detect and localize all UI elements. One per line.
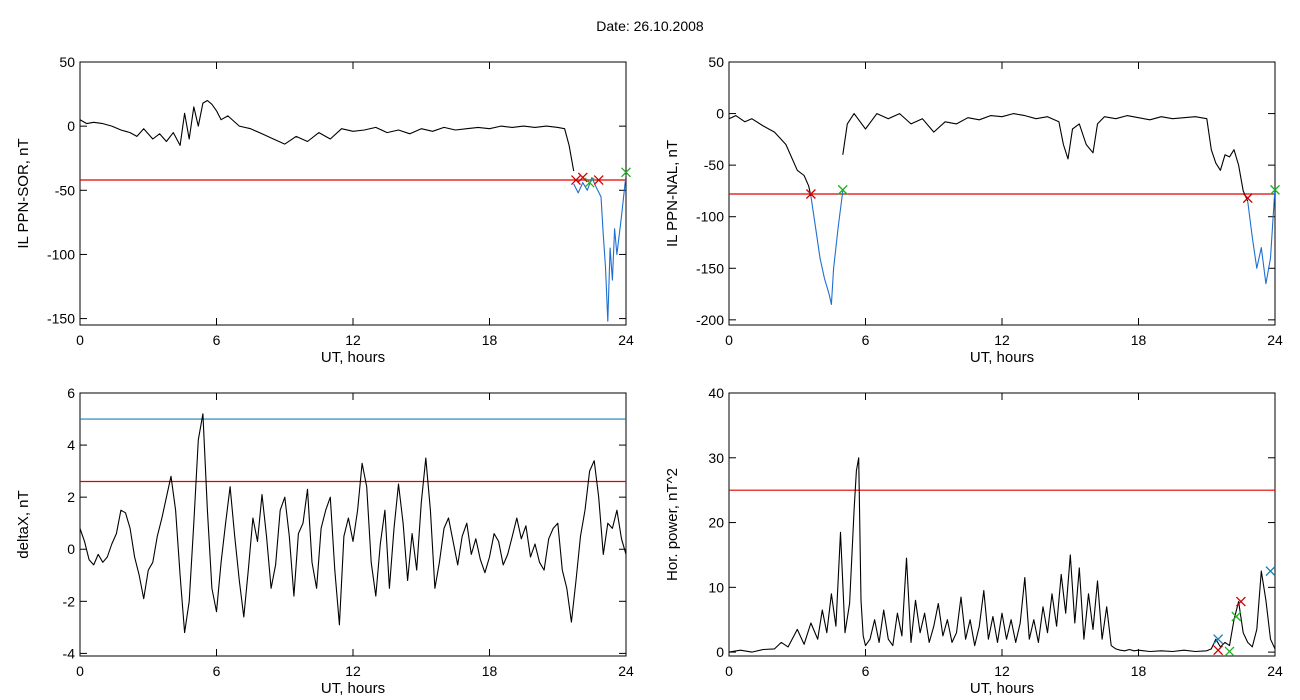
event-marker (837, 184, 848, 195)
x-axis-label: UT, hours (970, 349, 1034, 366)
event-marker (1265, 566, 1276, 577)
x-tick-label: 0 (76, 332, 84, 348)
x-tick-label: 18 (482, 663, 498, 679)
x-tick-label: 18 (1131, 332, 1147, 348)
event-marker (1235, 596, 1246, 607)
x-tick-label: 0 (76, 663, 84, 679)
event-marker (593, 175, 604, 185)
y-tick-label: -100 (696, 209, 724, 225)
event-marker (1270, 184, 1280, 195)
chart-nal: 0 6 12 18 24 -200 -150 -100 -50 0 50 UT, hours IL PP… (664, 54, 1283, 366)
y-tick-label: -150 (47, 311, 75, 327)
series-line (810, 190, 844, 305)
y-tick-label: 20 (708, 515, 724, 531)
y-tick-label: -4 (63, 645, 76, 661)
event-marker (1213, 634, 1224, 645)
x-tick-label: 0 (725, 332, 733, 348)
x-tick-label: 18 (1131, 663, 1147, 679)
x-axis-label: UT, hours (321, 680, 385, 697)
y-tick-label: 10 (708, 579, 724, 595)
plot-area (729, 113, 1275, 305)
x-tick-label: 6 (213, 332, 221, 348)
chart-sor: 0 6 12 18 24 -150 -100 -50 0 50 UT, hours IL PPN-SO… (15, 54, 634, 366)
x-tick-label: 6 (862, 663, 870, 679)
chart-hpower: 0 6 12 18 24 0 10 20 30 40 UT, hours Hor. power, nT… (664, 385, 1283, 697)
x-tick-label: 18 (482, 332, 498, 348)
series-line (80, 99, 575, 172)
x-tick-label: 12 (345, 332, 361, 348)
series-line (1247, 187, 1275, 285)
y-axis-label: deltaX, nT (15, 490, 32, 558)
plot-frame (79, 61, 627, 326)
y-tick-label: 6 (67, 385, 75, 401)
event-marker (1213, 645, 1224, 656)
page-title: Date: 26.10.2008 (596, 18, 704, 34)
y-tick-label: 50 (59, 54, 75, 70)
event-marker (1231, 611, 1242, 622)
x-tick-label: 12 (994, 663, 1010, 679)
series-line (842, 113, 1249, 202)
series-line (729, 457, 1275, 653)
y-tick-label: 40 (708, 385, 724, 401)
y-tick-label: 0 (67, 541, 75, 557)
y-tick-label: -50 (55, 182, 75, 198)
y-tick-label: -200 (696, 312, 724, 328)
y-axis-label: IL PPN-NAL, nT (664, 140, 681, 247)
y-tick-label: 2 (67, 489, 75, 505)
y-tick-label: 4 (67, 437, 75, 453)
x-tick-label: 24 (618, 332, 634, 348)
plot-frame (79, 392, 627, 657)
series-line (80, 413, 626, 634)
y-tick-label: 0 (716, 106, 724, 122)
x-tick-label: 6 (213, 663, 221, 679)
plot-area (729, 457, 1275, 653)
event-marker (621, 167, 631, 178)
plot-area (80, 413, 626, 634)
x-tick-label: 0 (725, 663, 733, 679)
event-marker (805, 189, 816, 199)
y-tick-label: 30 (708, 450, 724, 466)
event-marker (570, 175, 581, 185)
x-tick-label: 12 (994, 332, 1010, 348)
y-tick-label: -50 (704, 157, 724, 173)
y-tick-label: -100 (47, 246, 75, 262)
x-tick-label: 6 (862, 332, 870, 348)
series-line (729, 115, 812, 197)
event-marker (1242, 193, 1253, 204)
event-marker (1224, 646, 1235, 657)
plot-area (80, 99, 626, 322)
x-axis-label: UT, hours (321, 349, 385, 366)
x-tick-label: 12 (345, 663, 361, 679)
y-axis-label: IL PPN-SOR, nT (15, 138, 32, 248)
y-axis-label: Hor. power, nT^2 (664, 468, 681, 581)
y-tick-label: 0 (67, 118, 75, 134)
event-marker (577, 172, 588, 183)
x-tick-label: 24 (1267, 332, 1283, 348)
event-marker (584, 177, 595, 188)
series-line (573, 174, 626, 322)
y-tick-label: 0 (716, 644, 724, 660)
y-tick-label: -150 (696, 260, 724, 276)
y-tick-label: -2 (63, 593, 76, 609)
x-tick-label: 24 (1267, 663, 1283, 679)
x-tick-label: 24 (618, 663, 634, 679)
y-tick-label: 50 (708, 54, 724, 70)
x-axis-label: UT, hours (970, 680, 1034, 697)
